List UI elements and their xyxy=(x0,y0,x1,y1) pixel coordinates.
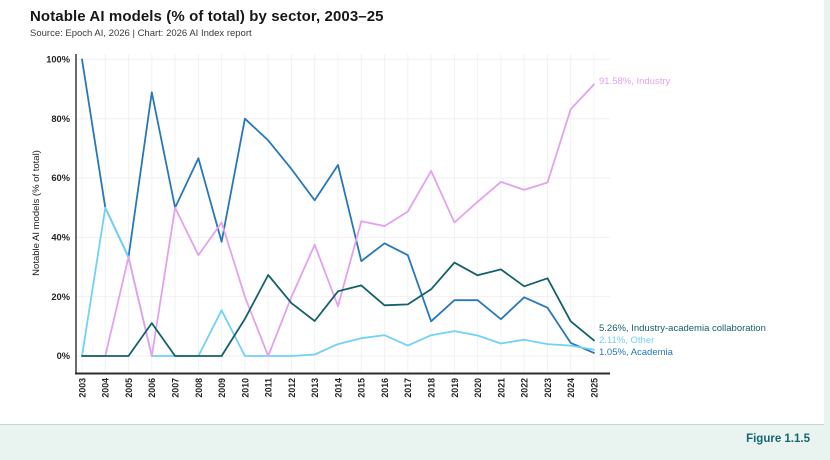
series-end-label: 5.26%, Industry-academia collaboration xyxy=(599,323,766,334)
x-tick-label: 2008 xyxy=(194,378,204,398)
series-line-industry-academia-collaboration xyxy=(81,261,595,357)
series-line-other xyxy=(81,206,595,357)
x-tick-label: 2025 xyxy=(589,378,599,398)
x-tick-label: 2014 xyxy=(333,378,343,398)
series-end-label: 91.58%, Industry xyxy=(599,76,671,87)
x-tick-label: 2005 xyxy=(124,378,134,398)
x-tick-label: 2011 xyxy=(264,378,274,397)
y-tick-label: 100% xyxy=(46,55,71,65)
x-tick-label: 2010 xyxy=(240,378,250,398)
line-chart: 0% 20% 40% 60% 80% 100% 2003 2004 2005 2006 2007 20… xyxy=(31,54,766,398)
y-tick-label: 80% xyxy=(51,114,70,124)
x-tick-label: 2017 xyxy=(403,378,413,398)
y-axis-title: Notable AI models (% of total) xyxy=(31,150,42,276)
series-end-label: 1.05%, Academia xyxy=(599,347,674,358)
series-end-label: 2.11%, Other xyxy=(599,335,654,346)
x-tick-label: 2016 xyxy=(380,378,390,398)
x-tick-label: 2012 xyxy=(287,378,297,398)
y-tick-label: 0% xyxy=(57,351,71,361)
y-tick-label: 40% xyxy=(51,233,70,243)
series-line-industry xyxy=(81,83,595,357)
chart-source: Source: Epoch AI, 2026 | Chart: 2026 AI … xyxy=(30,28,252,39)
x-tick-label: 2023 xyxy=(543,378,553,398)
figure-label: Figure 1.1.5 xyxy=(746,433,810,445)
x-tick-label: 2006 xyxy=(147,378,157,398)
x-tick-label: 2004 xyxy=(101,378,111,398)
chart-card: Notable AI models (% of total) by sector… xyxy=(0,0,824,425)
x-tick-label: 2015 xyxy=(357,378,367,398)
x-tick-label: 2020 xyxy=(473,378,483,398)
series-line-academia xyxy=(81,58,595,354)
chart-title: Notable AI models (% of total) by sector… xyxy=(30,8,384,25)
x-tick-label: 2019 xyxy=(450,378,460,398)
x-tick-label: 2021 xyxy=(496,378,506,398)
x-tick-label: 2007 xyxy=(170,378,180,398)
x-tick-label: 2009 xyxy=(217,378,227,398)
y-tick-label: 60% xyxy=(51,173,70,183)
x-tick-label: 2003 xyxy=(77,378,87,398)
x-tick-label: 2022 xyxy=(520,378,530,398)
y-tick-label: 20% xyxy=(51,292,70,302)
x-tick-label: 2013 xyxy=(310,378,320,398)
x-tick-label: 2018 xyxy=(426,378,436,398)
x-tick-label: 2024 xyxy=(566,378,576,398)
